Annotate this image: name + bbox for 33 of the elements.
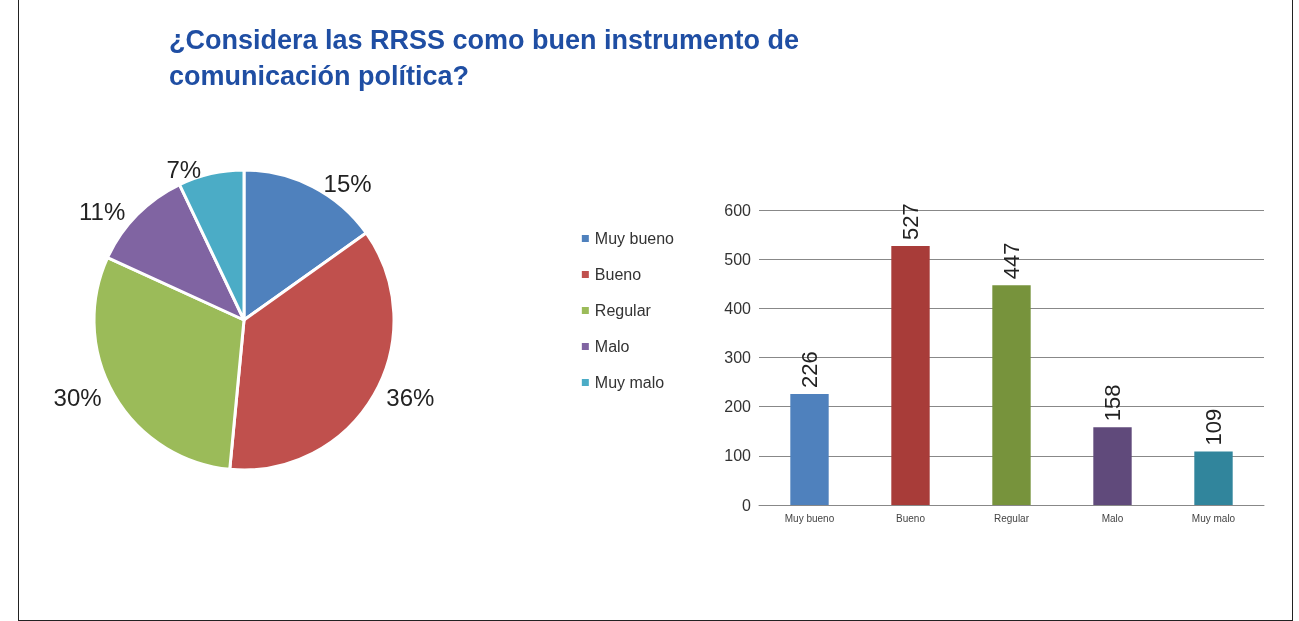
legend-label: Muy bueno [594, 230, 675, 247]
x-tick-label: Bueno [896, 512, 926, 524]
data-label: 30% [53, 383, 102, 411]
y-tick-label: 100 [724, 447, 752, 465]
y-tick-label: 400 [724, 299, 752, 317]
data-label: 36% [386, 383, 435, 411]
y-tick-label: 0 [742, 496, 752, 514]
bar [1093, 427, 1132, 505]
bar [992, 285, 1031, 505]
data-label: 527 [898, 203, 923, 240]
legend-label: Muy malo [594, 374, 665, 391]
data-label: 158 [1100, 384, 1125, 422]
data-label: 226 [797, 351, 822, 388]
bar [891, 245, 930, 505]
data-label: 109 [1201, 408, 1226, 446]
chart-title: ¿Considera las RRSS como buen instrumento de comunicación política? [169, 24, 801, 93]
x-tick-label: Muy bueno [784, 512, 835, 524]
legend-label: Regular [594, 302, 652, 319]
y-tick-label: 300 [724, 349, 752, 366]
bar [1194, 451, 1233, 505]
legend-label: Malo [594, 338, 630, 355]
data-label: 11% [78, 198, 126, 226]
y-tick-label: 600 [724, 201, 752, 219]
data-label: 15% [323, 169, 372, 197]
y-tick-label: 200 [724, 398, 752, 416]
data-label: 7% [166, 156, 202, 184]
legend-label: Bueno [594, 266, 642, 283]
data-label: 447 [999, 242, 1024, 280]
x-tick-label: Malo [1101, 512, 1124, 524]
bar [790, 393, 829, 505]
x-tick-label: Muy malo [1191, 512, 1236, 524]
y-tick-label: 500 [724, 250, 752, 268]
x-tick-label: Regular [993, 512, 1030, 524]
